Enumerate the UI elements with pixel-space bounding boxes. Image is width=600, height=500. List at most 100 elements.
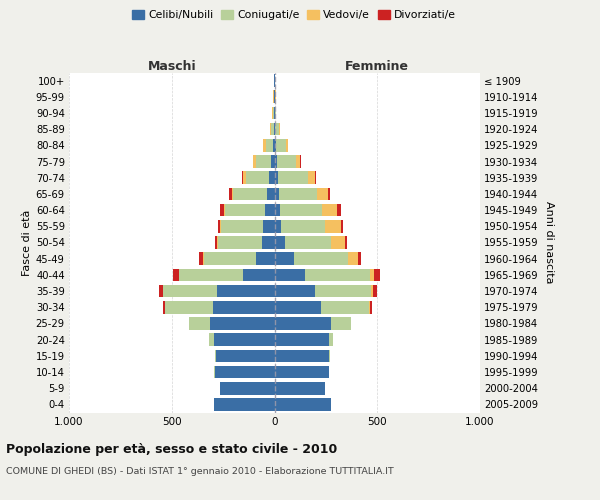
Bar	[272, 106, 273, 120]
Bar	[275, 334, 329, 346]
Bar	[322, 204, 337, 216]
Bar	[217, 285, 275, 298]
Bar	[225, 204, 265, 216]
Bar	[373, 285, 377, 298]
Text: Maschi: Maschi	[148, 60, 196, 74]
Bar	[221, 220, 263, 232]
Bar	[242, 172, 243, 184]
Bar	[268, 188, 275, 200]
Bar	[275, 220, 281, 232]
Bar	[218, 220, 220, 232]
Bar	[308, 172, 315, 184]
Bar	[337, 204, 341, 216]
Bar	[265, 204, 275, 216]
Bar	[256, 252, 275, 265]
Bar	[215, 366, 275, 378]
Bar	[216, 350, 275, 362]
Bar	[243, 172, 246, 184]
Bar	[286, 139, 288, 151]
Bar	[294, 252, 349, 265]
Bar	[296, 155, 300, 168]
Bar	[220, 220, 221, 232]
Bar	[305, 268, 370, 281]
Bar	[269, 172, 275, 184]
Bar	[215, 236, 217, 249]
Bar	[271, 155, 275, 168]
Bar	[317, 188, 328, 200]
Bar	[331, 317, 350, 330]
Text: Popolazione per età, sesso e stato civile - 2010: Popolazione per età, sesso e stato civil…	[6, 442, 337, 456]
Bar	[218, 236, 262, 249]
Bar	[210, 317, 275, 330]
Bar	[271, 123, 274, 136]
Bar	[273, 106, 274, 120]
Bar	[325, 220, 341, 232]
Bar	[279, 188, 317, 200]
Bar	[278, 172, 308, 184]
Bar	[220, 204, 224, 216]
Bar	[220, 382, 275, 394]
Bar	[209, 334, 214, 346]
Bar	[275, 204, 280, 216]
Bar	[233, 188, 268, 200]
Bar	[224, 204, 225, 216]
Bar	[275, 236, 285, 249]
Bar	[163, 301, 164, 314]
Bar	[275, 301, 321, 314]
Y-axis label: Fasce di età: Fasce di età	[22, 210, 32, 276]
Bar	[242, 268, 275, 281]
Bar	[275, 285, 314, 298]
Bar	[329, 334, 332, 346]
Bar	[266, 139, 274, 151]
Bar	[203, 252, 256, 265]
Bar	[328, 188, 330, 200]
Bar	[331, 236, 345, 249]
Bar	[321, 301, 369, 314]
Bar	[370, 268, 374, 281]
Bar	[358, 252, 361, 265]
Bar	[164, 301, 213, 314]
Bar	[349, 252, 358, 265]
Bar	[214, 334, 275, 346]
Bar	[263, 139, 266, 151]
Legend: Celibi/Nubili, Coniugati/e, Vedovi/e, Divorziati/e: Celibi/Nubili, Coniugati/e, Vedovi/e, Di…	[128, 6, 460, 25]
Y-axis label: Anni di nascita: Anni di nascita	[544, 201, 554, 283]
Bar	[279, 123, 280, 136]
Bar	[275, 252, 294, 265]
Bar	[275, 366, 329, 378]
Bar	[159, 285, 163, 298]
Bar	[275, 106, 276, 120]
Bar	[274, 123, 275, 136]
Bar	[345, 236, 347, 249]
Bar	[246, 172, 269, 184]
Bar	[369, 301, 370, 314]
Bar	[374, 268, 380, 281]
Bar	[275, 155, 277, 168]
Bar	[277, 155, 296, 168]
Bar	[179, 268, 242, 281]
Bar	[275, 139, 276, 151]
Bar	[370, 301, 372, 314]
Bar	[215, 350, 216, 362]
Text: COMUNE DI GHEDI (BS) - Dati ISTAT 1° gennaio 2010 - Elaborazione TUTTITALIA.IT: COMUNE DI GHEDI (BS) - Dati ISTAT 1° gen…	[6, 468, 394, 476]
Bar	[274, 139, 275, 151]
Bar	[275, 268, 305, 281]
Bar	[371, 285, 373, 298]
Bar	[275, 317, 331, 330]
Bar	[280, 204, 322, 216]
Bar	[275, 172, 278, 184]
Text: Femmine: Femmine	[345, 60, 409, 74]
Bar	[276, 139, 286, 151]
Bar	[263, 220, 275, 232]
Bar	[275, 382, 325, 394]
Bar	[262, 236, 275, 249]
Bar	[270, 123, 271, 136]
Bar	[163, 285, 217, 298]
Bar	[275, 188, 279, 200]
Bar	[213, 301, 275, 314]
Bar	[275, 398, 331, 410]
Bar	[173, 268, 179, 281]
Bar	[256, 155, 271, 168]
Bar	[314, 285, 371, 298]
Bar	[300, 155, 301, 168]
